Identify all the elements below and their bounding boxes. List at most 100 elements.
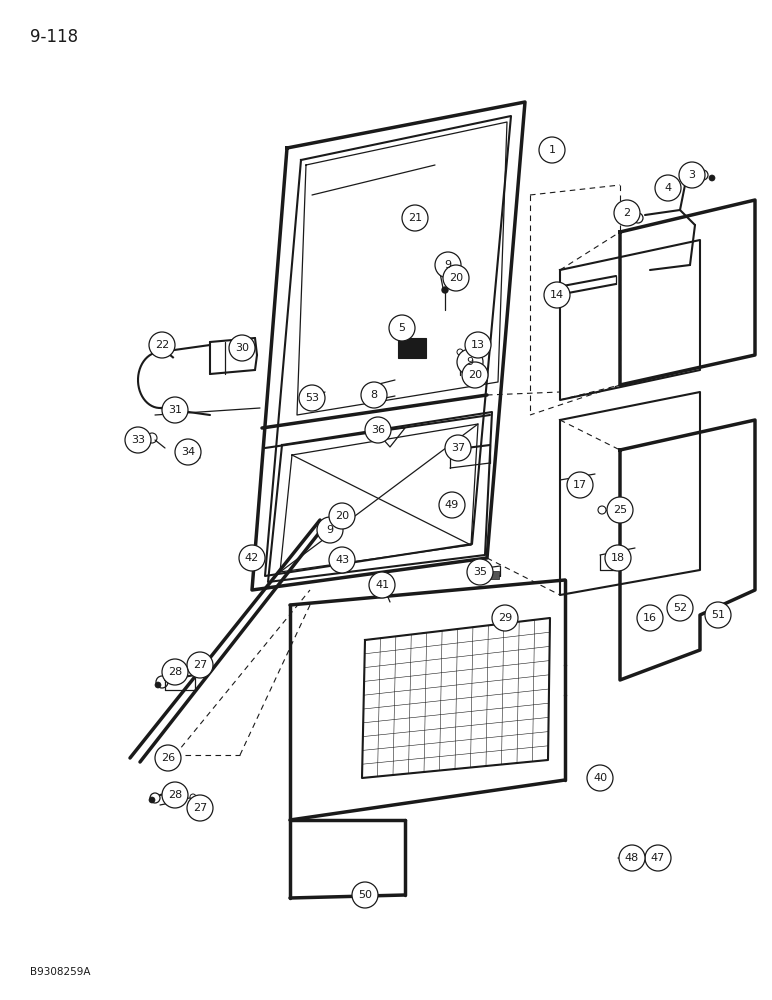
Text: 1: 1 bbox=[548, 145, 556, 155]
Text: 17: 17 bbox=[573, 480, 587, 490]
Text: 9-118: 9-118 bbox=[30, 28, 78, 46]
Text: 33: 33 bbox=[131, 435, 145, 445]
Circle shape bbox=[361, 382, 387, 408]
Text: 20: 20 bbox=[335, 511, 349, 521]
Circle shape bbox=[149, 797, 155, 803]
Text: 42: 42 bbox=[245, 553, 259, 563]
Circle shape bbox=[402, 205, 428, 231]
Circle shape bbox=[352, 882, 378, 908]
Circle shape bbox=[155, 682, 161, 688]
Text: 50: 50 bbox=[358, 890, 372, 900]
Circle shape bbox=[369, 572, 395, 598]
Circle shape bbox=[365, 417, 391, 443]
Circle shape bbox=[605, 545, 631, 571]
Circle shape bbox=[679, 162, 705, 188]
Circle shape bbox=[645, 845, 671, 871]
Circle shape bbox=[607, 497, 633, 523]
Text: 13: 13 bbox=[471, 340, 485, 350]
Circle shape bbox=[150, 793, 160, 803]
Circle shape bbox=[187, 795, 213, 821]
Circle shape bbox=[329, 503, 355, 529]
Text: 28: 28 bbox=[168, 790, 182, 800]
Circle shape bbox=[667, 595, 693, 621]
Circle shape bbox=[544, 282, 570, 308]
Text: 37: 37 bbox=[451, 443, 465, 453]
Text: 49: 49 bbox=[445, 500, 459, 510]
Text: 28: 28 bbox=[168, 667, 182, 677]
Text: B9308259A: B9308259A bbox=[30, 967, 90, 977]
Circle shape bbox=[567, 472, 593, 498]
Text: 53: 53 bbox=[305, 393, 319, 403]
Polygon shape bbox=[375, 428, 405, 447]
Text: 14: 14 bbox=[550, 290, 564, 300]
Text: 4: 4 bbox=[665, 183, 672, 193]
Circle shape bbox=[587, 765, 613, 791]
Circle shape bbox=[619, 845, 645, 871]
Circle shape bbox=[435, 252, 461, 278]
Text: 35: 35 bbox=[473, 567, 487, 577]
Circle shape bbox=[442, 287, 448, 293]
Circle shape bbox=[705, 602, 731, 628]
Text: 20: 20 bbox=[468, 370, 482, 380]
Text: 26: 26 bbox=[161, 753, 175, 763]
Text: 9: 9 bbox=[327, 525, 334, 535]
Circle shape bbox=[187, 652, 213, 678]
Text: 2: 2 bbox=[624, 208, 631, 218]
Text: 40: 40 bbox=[593, 773, 607, 783]
Text: 9: 9 bbox=[466, 357, 473, 367]
Text: 29: 29 bbox=[498, 613, 512, 623]
Circle shape bbox=[317, 517, 343, 543]
Circle shape bbox=[155, 745, 181, 771]
Circle shape bbox=[299, 385, 325, 411]
Text: 9: 9 bbox=[445, 260, 452, 270]
Circle shape bbox=[445, 435, 471, 461]
Circle shape bbox=[175, 439, 201, 465]
Text: 41: 41 bbox=[375, 580, 389, 590]
Circle shape bbox=[156, 676, 168, 688]
Text: 51: 51 bbox=[711, 610, 725, 620]
Circle shape bbox=[162, 659, 188, 685]
Text: 20: 20 bbox=[449, 273, 463, 283]
Circle shape bbox=[467, 559, 493, 585]
Circle shape bbox=[239, 545, 265, 571]
FancyBboxPatch shape bbox=[398, 338, 426, 358]
Circle shape bbox=[457, 349, 483, 375]
Circle shape bbox=[465, 332, 491, 358]
Text: 16: 16 bbox=[643, 613, 657, 623]
Text: 43: 43 bbox=[335, 555, 349, 565]
Text: 31: 31 bbox=[168, 405, 182, 415]
Circle shape bbox=[162, 397, 188, 423]
Circle shape bbox=[709, 175, 715, 181]
FancyBboxPatch shape bbox=[473, 571, 499, 579]
Text: 47: 47 bbox=[651, 853, 665, 863]
Text: 21: 21 bbox=[408, 213, 422, 223]
Text: 48: 48 bbox=[625, 853, 639, 863]
Circle shape bbox=[443, 265, 469, 291]
Circle shape bbox=[125, 427, 151, 453]
Circle shape bbox=[637, 605, 663, 631]
Text: 30: 30 bbox=[235, 343, 249, 353]
Text: 27: 27 bbox=[193, 660, 207, 670]
Circle shape bbox=[329, 547, 355, 573]
Circle shape bbox=[162, 782, 188, 808]
Text: 5: 5 bbox=[398, 323, 405, 333]
Text: 34: 34 bbox=[181, 447, 195, 457]
Text: 36: 36 bbox=[371, 425, 385, 435]
Circle shape bbox=[457, 349, 463, 355]
Text: 52: 52 bbox=[673, 603, 687, 613]
Text: 18: 18 bbox=[611, 553, 625, 563]
Circle shape bbox=[462, 362, 488, 388]
Text: 27: 27 bbox=[193, 803, 207, 813]
Text: 22: 22 bbox=[155, 340, 169, 350]
Text: 8: 8 bbox=[371, 390, 378, 400]
Circle shape bbox=[637, 857, 643, 863]
Circle shape bbox=[492, 605, 518, 631]
Circle shape bbox=[439, 492, 465, 518]
Circle shape bbox=[539, 137, 565, 163]
Circle shape bbox=[149, 332, 175, 358]
Circle shape bbox=[147, 433, 157, 443]
Circle shape bbox=[229, 335, 255, 361]
Circle shape bbox=[389, 315, 415, 341]
Text: 3: 3 bbox=[689, 170, 696, 180]
Circle shape bbox=[614, 200, 640, 226]
